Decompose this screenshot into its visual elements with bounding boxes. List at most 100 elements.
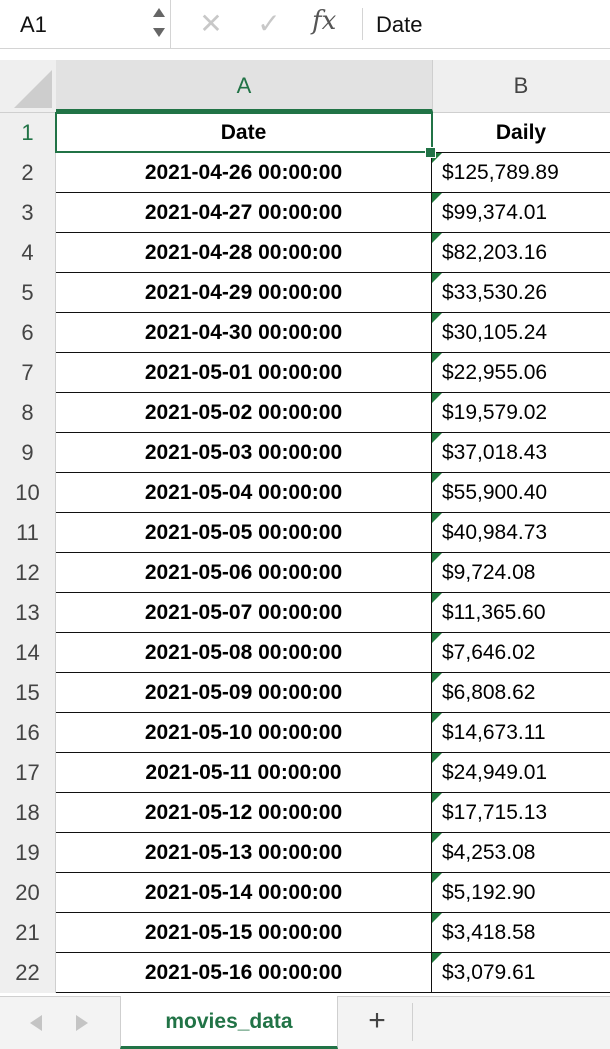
error-indicator-icon[interactable]	[432, 913, 442, 923]
error-indicator-icon[interactable]	[432, 793, 442, 803]
cell-date[interactable]: 2021-05-13 00:00:00	[56, 833, 432, 873]
cell-daily[interactable]: $5,192.90	[432, 873, 610, 913]
error-indicator-icon[interactable]	[432, 153, 442, 163]
error-indicator-icon[interactable]	[432, 873, 442, 883]
row-header[interactable]: 15	[0, 673, 56, 713]
cell-daily[interactable]: $30,105.24	[432, 313, 610, 353]
row-header[interactable]: 18	[0, 793, 56, 833]
cell-daily[interactable]: $40,984.73	[432, 513, 610, 553]
row-header[interactable]: 20	[0, 873, 56, 913]
cell-daily[interactable]: $9,724.08	[432, 553, 610, 593]
sheet-prev-icon[interactable]	[30, 1015, 42, 1031]
error-indicator-icon[interactable]	[432, 713, 442, 723]
cell-date[interactable]: 2021-05-12 00:00:00	[56, 793, 432, 833]
name-box[interactable]: A1	[0, 0, 171, 48]
row-header[interactable]: 14	[0, 633, 56, 673]
cell-daily[interactable]: $82,203.16	[432, 233, 610, 273]
row-header[interactable]: 9	[0, 433, 56, 473]
cell-date[interactable]: 2021-05-02 00:00:00	[56, 393, 432, 433]
cell-date[interactable]: 2021-05-04 00:00:00	[56, 473, 432, 513]
cell-daily[interactable]: $125,789.89	[432, 153, 610, 193]
error-indicator-icon[interactable]	[432, 953, 442, 963]
cell-daily[interactable]: $7,646.02	[432, 633, 610, 673]
cell-date[interactable]: 2021-04-26 00:00:00	[56, 153, 432, 193]
error-indicator-icon[interactable]	[432, 433, 442, 443]
cell-daily[interactable]: $17,715.13	[432, 793, 610, 833]
row-header[interactable]: 16	[0, 713, 56, 753]
error-indicator-icon[interactable]	[432, 353, 442, 363]
cell-daily[interactable]: $3,079.61	[432, 953, 610, 993]
row-header[interactable]: 5	[0, 273, 56, 313]
row-header[interactable]: 22	[0, 953, 56, 993]
sheet-tab-movies-data[interactable]: movies_data	[120, 996, 338, 1049]
cell-daily[interactable]: $22,955.06	[432, 353, 610, 393]
row-header[interactable]: 3	[0, 193, 56, 233]
stepper-icon[interactable]	[150, 4, 166, 44]
error-indicator-icon[interactable]	[432, 593, 442, 603]
error-indicator-icon[interactable]	[432, 753, 442, 763]
row-header[interactable]: 10	[0, 473, 56, 513]
cell-date[interactable]: 2021-05-01 00:00:00	[56, 353, 432, 393]
cell-date[interactable]: 2021-04-30 00:00:00	[56, 313, 432, 353]
cell-date[interactable]: 2021-05-07 00:00:00	[56, 593, 432, 633]
row-header[interactable]: 11	[0, 513, 56, 553]
row-header[interactable]: 8	[0, 393, 56, 433]
cell-date[interactable]: 2021-05-06 00:00:00	[56, 553, 432, 593]
cell-daily[interactable]: $11,365.60	[432, 593, 610, 633]
cell-daily[interactable]: $4,253.08	[432, 833, 610, 873]
cell-daily[interactable]: $19,579.02	[432, 393, 610, 433]
add-sheet-icon[interactable]: +	[368, 1004, 386, 1037]
row-header[interactable]: 6	[0, 313, 56, 353]
column-header-b[interactable]: B	[513, 73, 529, 98]
cell-b1[interactable]: Daily	[432, 113, 610, 153]
row-header[interactable]: 12	[0, 553, 56, 593]
enter-icon[interactable]: ✓	[257, 8, 281, 39]
cell-date[interactable]: 2021-05-09 00:00:00	[56, 673, 432, 713]
cell-date[interactable]: 2021-05-08 00:00:00	[56, 633, 432, 673]
cell-date[interactable]: 2021-05-15 00:00:00	[56, 913, 432, 953]
error-indicator-icon[interactable]	[432, 553, 442, 563]
row-header[interactable]: 1	[0, 113, 56, 153]
error-indicator-icon[interactable]	[432, 313, 442, 323]
name-box-value[interactable]: A1	[20, 12, 47, 37]
cell-date[interactable]: 2021-04-28 00:00:00	[56, 233, 432, 273]
cell-daily[interactable]: $24,949.01	[432, 753, 610, 793]
cancel-icon[interactable]: ✕	[199, 8, 223, 39]
formula-input[interactable]: Date	[376, 12, 423, 37]
select-all-corner[interactable]	[0, 60, 57, 112]
error-indicator-icon[interactable]	[432, 273, 442, 283]
cell-date[interactable]: 2021-05-16 00:00:00	[56, 953, 432, 993]
cell-a1[interactable]: Date	[56, 113, 432, 153]
cell-daily[interactable]: $55,900.40	[432, 473, 610, 513]
row-header[interactable]: 21	[0, 913, 56, 953]
cell-date[interactable]: 2021-05-03 00:00:00	[56, 433, 432, 473]
error-indicator-icon[interactable]	[432, 393, 442, 403]
cell-daily[interactable]: $3,418.58	[432, 913, 610, 953]
cell-daily[interactable]: $37,018.43	[432, 433, 610, 473]
cell-date[interactable]: 2021-04-29 00:00:00	[56, 273, 432, 313]
cell-daily[interactable]: $99,374.01	[432, 193, 610, 233]
row-header[interactable]: 7	[0, 353, 56, 393]
error-indicator-icon[interactable]	[432, 673, 442, 683]
row-header[interactable]: 19	[0, 833, 56, 873]
error-indicator-icon[interactable]	[432, 633, 442, 643]
error-indicator-icon[interactable]	[432, 233, 442, 243]
row-header[interactable]: 17	[0, 753, 56, 793]
cell-date[interactable]: 2021-05-14 00:00:00	[56, 873, 432, 913]
fx-icon[interactable]: fx	[312, 6, 337, 36]
cell-daily[interactable]: $33,530.26	[432, 273, 610, 313]
cell-daily[interactable]: $14,673.11	[432, 713, 610, 753]
error-indicator-icon[interactable]	[432, 833, 442, 843]
error-indicator-icon[interactable]	[432, 473, 442, 483]
error-indicator-icon[interactable]	[432, 193, 442, 203]
row-header[interactable]: 2	[0, 153, 56, 193]
cell-date[interactable]: 2021-04-27 00:00:00	[56, 193, 432, 233]
cell-date[interactable]: 2021-05-10 00:00:00	[56, 713, 432, 753]
row-header[interactable]: 4	[0, 233, 56, 273]
error-indicator-icon[interactable]	[432, 513, 442, 523]
fill-handle[interactable]	[425, 147, 436, 158]
cell-date[interactable]: 2021-05-11 00:00:00	[56, 753, 432, 793]
cell-daily[interactable]: $6,808.62	[432, 673, 610, 713]
column-header-a[interactable]: A	[56, 60, 433, 112]
row-header[interactable]: 13	[0, 593, 56, 633]
